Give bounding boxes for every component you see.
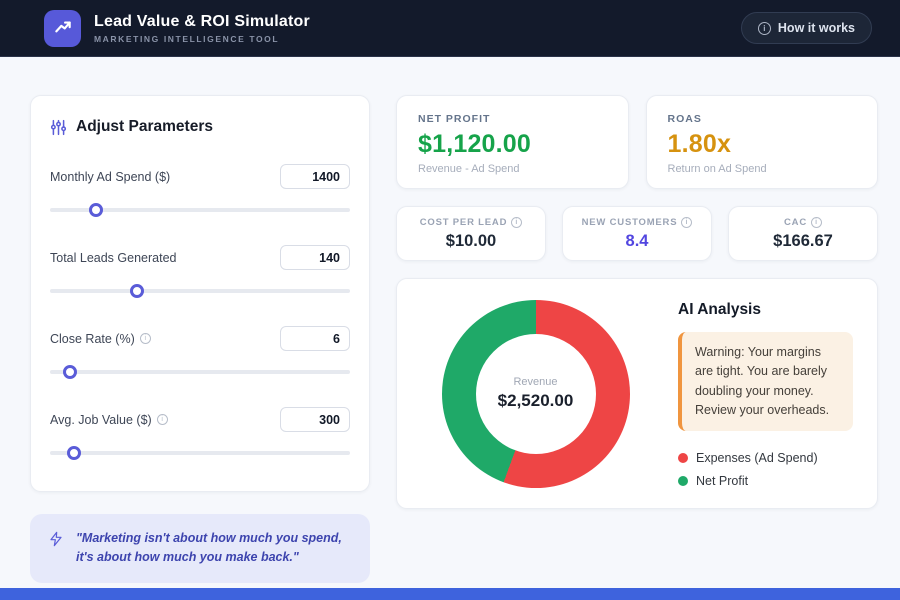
slider-thumb[interactable] [62,365,77,379]
net-profit-value: $1,120.00 [418,130,532,158]
roas-value: 1.80x [667,130,732,158]
warning-message: Warning: Your margins are tight. You are… [678,331,853,432]
cost-per-lead-label: COST PER LEAD i [420,216,523,228]
cac-card: CAC i $166.67 [728,206,878,261]
panel-title: Adjust Parameters [76,118,213,135]
ai-analysis-section: AI Analysis Warning: Your margins are ti… [648,299,853,488]
param-monthly-ad-spend: Monthly Ad Spend ($) [50,164,350,218]
info-circle-icon: i [156,414,168,425]
donut-center-label: Revenue [513,376,558,388]
avg-job-value-slider[interactable] [50,445,350,461]
cac-label: CAC i [784,216,822,228]
info-circle-icon: i [810,216,822,228]
total-leads-slider[interactable] [50,283,350,299]
legend-item-net-profit: Net Profit [678,474,853,488]
legend-dot-green [678,476,688,487]
chart-legend: Expenses (Ad Spend) Net Profit [678,451,853,488]
slider-track [50,289,350,293]
adjust-parameters-panel: Adjust Parameters Monthly Ad Spend ($) T… [30,95,370,492]
monthly-ad-spend-input[interactable] [280,164,350,189]
quote-text: "Marketing isn't about how much you spen… [76,531,342,565]
slider-thumb[interactable] [66,446,81,460]
footer-accent-bar [0,588,900,600]
cac-value: $166.67 [773,231,833,250]
roas-subtitle: Return on Ad Spend [667,163,767,175]
donut-center: Revenue $2,520.00 [475,333,596,454]
how-it-works-button[interactable]: i How it works [740,12,872,44]
param-label: Monthly Ad Spend ($) [50,169,171,184]
ai-analysis-title: AI Analysis [678,300,761,318]
avg-job-value-input[interactable] [280,407,350,432]
new-customers-label: NEW CUSTOMERS i [582,216,693,228]
app-logo [44,9,81,47]
brand: Lead Value & ROI Simulator MARKETING INT… [44,9,310,47]
lightning-bolt-icon [50,531,62,547]
net-profit-card: NET PROFIT $1,120.00 Revenue - Ad Spend [396,95,629,189]
monthly-ad-spend-slider[interactable] [50,202,350,218]
legend-dot-red [678,453,688,464]
info-circle-icon: i [757,21,771,35]
slider-thumb[interactable] [130,284,144,298]
param-total-leads: Total Leads Generated [50,245,350,299]
quote-banner: "Marketing isn't about how much you spen… [30,514,370,583]
legend-label: Expenses (Ad Spend) [696,451,818,466]
cost-per-lead-card: COST PER LEAD i $10.00 [396,206,546,261]
info-circle-icon: i [511,216,523,228]
cost-per-lead-value: $10.00 [445,231,497,250]
roas-label: ROAS [667,113,702,125]
net-profit-label: NET PROFIT [418,113,491,125]
legend-label: Net Profit [696,474,749,489]
new-customers-card: NEW CUSTOMERS i 8.4 [562,206,712,261]
app-title: Lead Value & ROI Simulator [94,12,310,30]
slider-track [50,208,350,212]
legend-item-expenses: Expenses (Ad Spend) [678,451,853,465]
slider-track [50,370,350,374]
new-customers-value: 8.4 [625,231,649,250]
sliders-icon [50,119,67,135]
param-label: Close Rate (%) i [50,332,151,346]
main-content: Adjust Parameters Monthly Ad Spend ($) T… [0,57,900,583]
close-rate-slider[interactable] [50,364,350,380]
app-subtitle: MARKETING INTELLIGENCE TOOL [94,33,280,44]
info-circle-icon: i [681,216,693,228]
app-header: Lead Value & ROI Simulator MARKETING INT… [0,0,900,57]
net-profit-subtitle: Revenue - Ad Spend [418,163,520,175]
close-rate-input[interactable] [280,326,350,351]
donut-center-value: $2,520.00 [497,391,574,410]
param-close-rate: Close Rate (%) i [50,326,350,380]
donut-chart: Revenue $2,520.00 [441,299,630,488]
revenue-breakdown-card: Revenue $2,520.00 AI Analysis Warning: Y… [396,278,878,509]
roas-card: ROAS 1.80x Return on Ad Spend [645,95,878,189]
trending-up-icon [54,21,71,33]
how-it-works-label: How it works [777,21,855,35]
slider-thumb[interactable] [88,203,103,217]
total-leads-input[interactable] [280,245,350,270]
info-circle-icon: i [139,333,151,344]
param-label: Total Leads Generated [50,250,177,265]
param-avg-job-value: Avg. Job Value ($) i [50,407,350,461]
slider-track [50,451,350,455]
param-label: Avg. Job Value ($) i [50,413,168,427]
